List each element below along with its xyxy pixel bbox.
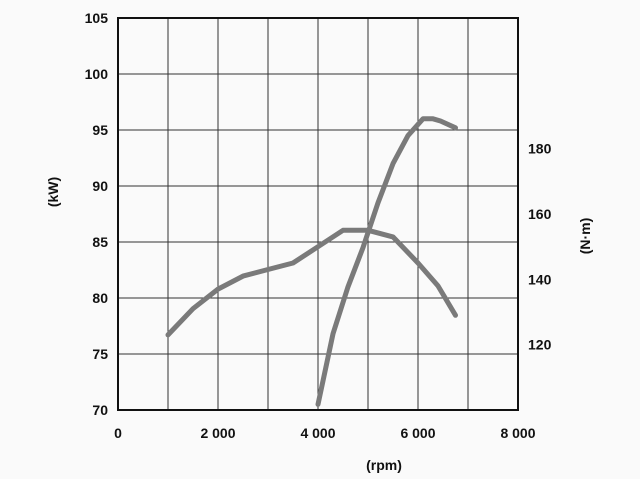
y-right-tick-label: 180 xyxy=(528,141,552,157)
y-left-tick-label: 75 xyxy=(92,346,108,362)
y-right-tick-label: 120 xyxy=(528,337,552,353)
plot-frame xyxy=(117,17,519,411)
y-left-tick-label: 85 xyxy=(92,234,108,250)
y-right-tick-label: 140 xyxy=(528,271,552,287)
x-tick-label: 2 000 xyxy=(200,425,235,441)
y-right-tick-labels: 120 140 160 180 xyxy=(528,141,552,353)
y-left-tick-label: 90 xyxy=(92,178,108,194)
x-axis-label: (rpm) xyxy=(366,457,402,473)
power-series-line xyxy=(315,116,458,407)
y-right-tick-label: 160 xyxy=(528,206,552,222)
series-group xyxy=(165,116,458,407)
y-left-tick-label: 100 xyxy=(85,66,109,82)
y-right-axis-label: (N·m) xyxy=(577,218,593,255)
y-left-tick-label: 80 xyxy=(92,290,108,306)
x-tick-label: 4 000 xyxy=(300,425,335,441)
x-tick-label: 6 000 xyxy=(400,425,435,441)
y-left-axis-label: (kW) xyxy=(45,177,61,207)
y-left-tick-label: 70 xyxy=(92,402,108,418)
torque-series-line xyxy=(165,227,458,338)
y-left-tick-label: 95 xyxy=(92,122,108,138)
y-left-tick-label: 105 xyxy=(85,10,109,26)
x-tick-label: 8 000 xyxy=(500,425,535,441)
x-tick-labels: 0 2 000 4 000 6 000 8 000 xyxy=(114,425,536,441)
y-left-tick-labels: 70 75 80 85 90 95 100 105 xyxy=(85,10,109,418)
x-tick-label: 0 xyxy=(114,425,122,441)
grid xyxy=(118,18,518,410)
